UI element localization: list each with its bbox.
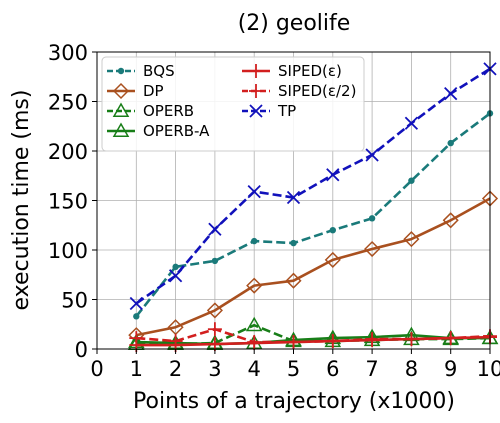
legend-item: OPERB (107, 102, 194, 120)
data-point (247, 184, 261, 199)
x-tick-label: 3 (208, 357, 221, 381)
data-point (249, 104, 263, 118)
data-point (286, 190, 301, 205)
data-point (285, 272, 302, 289)
legend: BQS DP OPERB OPERB-A SIPED(ε) SIPED(ε/2) TP (101, 56, 365, 152)
data-point (211, 257, 219, 265)
data-point (290, 239, 297, 247)
legend-label: DP (143, 82, 164, 100)
data-point (326, 168, 340, 182)
data-point (246, 277, 263, 294)
legend-label: BQS (143, 62, 175, 80)
legend-box (101, 56, 365, 152)
data-point (408, 177, 415, 184)
legend-label: TP (277, 102, 296, 120)
data-point (247, 335, 262, 350)
data-point (324, 251, 341, 268)
data-point (207, 322, 222, 337)
y-tick-label: 200 (48, 140, 88, 164)
x-tick-label: 9 (444, 357, 457, 381)
data-point (249, 84, 263, 98)
data-point (286, 335, 301, 350)
x-tick-label: 1 (130, 357, 143, 381)
data-point (117, 67, 125, 75)
data-point (129, 331, 144, 346)
series-line (136, 327, 491, 344)
legend-item: BQS (107, 62, 175, 80)
series-line (136, 335, 491, 347)
x-tick-label: 5 (287, 357, 300, 381)
legend-item: OPERB-A (107, 122, 210, 140)
chart-title: (2) geolife (238, 11, 351, 36)
data-point (249, 64, 263, 78)
x-tick-label: 10 (477, 357, 500, 381)
series-tp (129, 62, 497, 311)
x-tick-label: 8 (405, 357, 418, 381)
x-ticks: 0 1 2 3 4 5 6 7 8 9 10 (90, 349, 500, 381)
y-tick-label: 100 (48, 239, 88, 263)
data-point (245, 316, 263, 332)
x-axis-label: Points of a trajectory (x1000) (133, 389, 455, 414)
data-point (112, 122, 130, 137)
y-tick-label: 150 (48, 190, 88, 214)
x-tick-label: 2 (169, 357, 182, 381)
data-point (365, 332, 380, 347)
data-point (206, 302, 223, 319)
legend-item: DP (107, 82, 164, 100)
data-point (168, 334, 183, 349)
data-point (112, 102, 130, 117)
data-point (444, 86, 458, 101)
data-point (208, 222, 222, 236)
series-lines (128, 62, 499, 353)
y-tick-label: 50 (61, 289, 88, 313)
y-tick-label: 300 (48, 41, 88, 65)
legend-item: SIPED(ε) (242, 62, 342, 80)
data-point (404, 332, 419, 347)
data-point (443, 331, 458, 346)
y-ticks: 0 50 100 150 200 250 300 (48, 41, 97, 362)
data-point (442, 212, 459, 229)
y-tick-label: 0 (75, 338, 88, 362)
series-siped-2 (129, 322, 497, 350)
y-tick-label: 250 (48, 91, 88, 115)
data-point (368, 215, 376, 222)
data-point (329, 227, 336, 234)
legend-label: SIPED(ε/2) (278, 82, 356, 100)
data-point (133, 313, 140, 320)
x-tick-label: 0 (90, 357, 103, 381)
x-tick-label: 4 (248, 357, 261, 381)
legend-label: OPERB (143, 102, 194, 120)
legend-label: SIPED(ε) (278, 62, 342, 80)
data-point (447, 139, 454, 147)
data-point (168, 269, 183, 283)
series-dp (128, 190, 499, 344)
data-point (365, 148, 379, 162)
data-point (112, 82, 130, 100)
x-tick-label: 7 (365, 357, 378, 381)
data-point (172, 263, 179, 271)
x-tick-label: 6 (326, 357, 339, 381)
data-point (251, 237, 258, 245)
y-axis-label: execution time (ms) (9, 90, 34, 311)
legend-item: SIPED(ε/2) (242, 82, 356, 100)
data-point (404, 116, 419, 130)
series-line (135, 67, 491, 305)
legend-label: OPERB-A (143, 122, 210, 140)
legend-item: TP (242, 102, 296, 120)
series-line (136, 197, 491, 337)
data-point (325, 334, 340, 349)
series-line (135, 112, 491, 318)
data-point (364, 240, 381, 258)
data-point (129, 296, 143, 311)
data-point (403, 231, 420, 248)
